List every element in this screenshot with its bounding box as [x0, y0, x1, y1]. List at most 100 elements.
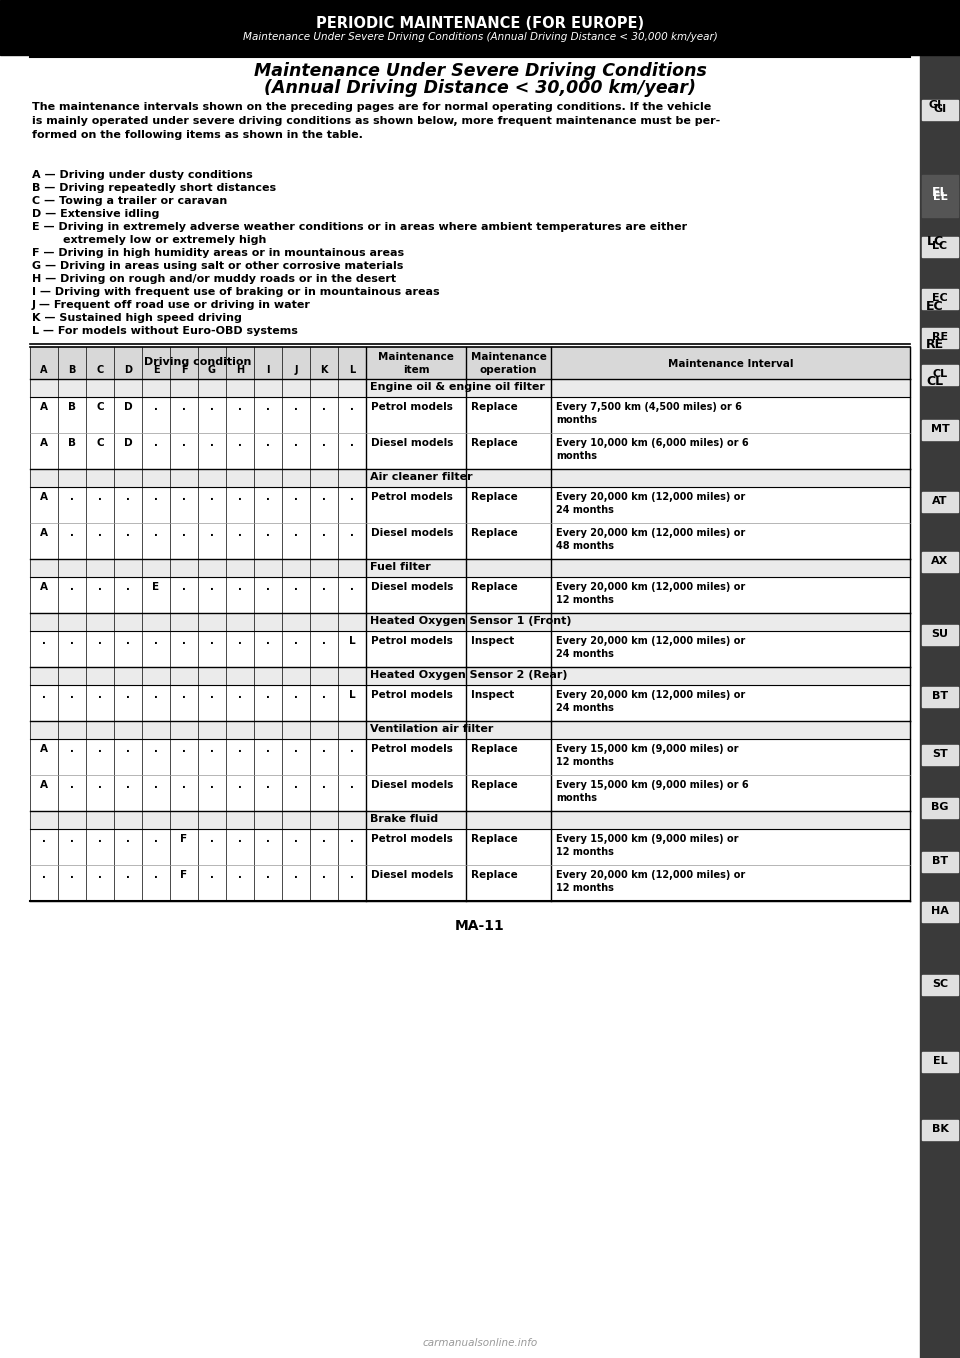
Text: L — For models without Euro-OBD systems: L — For models without Euro-OBD systems — [32, 326, 298, 335]
Text: .: . — [322, 779, 326, 790]
Text: .: . — [70, 583, 74, 592]
Text: Petrol models: Petrol models — [371, 744, 453, 754]
Text: Diesel models: Diesel models — [371, 870, 453, 880]
Text: .: . — [126, 690, 130, 699]
Text: SU: SU — [931, 629, 948, 640]
Text: .: . — [182, 744, 186, 754]
Text: .: . — [98, 779, 102, 790]
Text: .: . — [322, 690, 326, 699]
Text: Every 15,000 km (9,000 miles) or 6
months: Every 15,000 km (9,000 miles) or 6 month… — [556, 779, 749, 803]
Text: .: . — [294, 636, 298, 646]
Bar — [30, 667, 910, 684]
Text: L: L — [348, 690, 355, 699]
Text: .: . — [98, 834, 102, 845]
Text: .: . — [238, 439, 242, 448]
Text: .: . — [210, 439, 214, 448]
Text: .: . — [294, 834, 298, 845]
Text: .: . — [154, 402, 158, 411]
Text: .: . — [126, 636, 130, 646]
Text: F: F — [180, 834, 187, 845]
Text: .: . — [322, 583, 326, 592]
Text: Replace: Replace — [471, 870, 517, 880]
Text: LC: LC — [932, 240, 948, 251]
Text: .: . — [322, 636, 326, 646]
Text: .: . — [210, 779, 214, 790]
Text: .: . — [182, 779, 186, 790]
Text: Every 20,000 km (12,000 miles) or
12 months: Every 20,000 km (12,000 miles) or 12 mon… — [556, 583, 745, 606]
Text: .: . — [266, 779, 270, 790]
Text: .: . — [98, 690, 102, 699]
Text: L: L — [348, 365, 355, 375]
Text: .: . — [322, 528, 326, 538]
Text: K: K — [321, 365, 327, 375]
Text: .: . — [322, 439, 326, 448]
Text: .: . — [350, 834, 354, 845]
Text: B: B — [68, 365, 76, 375]
Text: .: . — [266, 870, 270, 880]
Text: Inspect: Inspect — [471, 636, 515, 646]
Text: .: . — [210, 744, 214, 754]
Text: .: . — [42, 690, 46, 699]
Text: .: . — [238, 779, 242, 790]
Text: .: . — [210, 402, 214, 411]
Text: .: . — [182, 690, 186, 699]
Text: .: . — [182, 528, 186, 538]
Text: .: . — [238, 492, 242, 502]
Text: Replace: Replace — [471, 528, 517, 538]
Text: EL: EL — [932, 186, 948, 200]
Text: A — Driving under dusty conditions: A — Driving under dusty conditions — [32, 170, 252, 181]
Text: .: . — [266, 583, 270, 592]
Text: Heated Oxygen Sensor 2 (Rear): Heated Oxygen Sensor 2 (Rear) — [370, 669, 567, 680]
Bar — [922, 551, 958, 572]
Text: Ventilation air filter: Ventilation air filter — [370, 724, 493, 735]
Text: H — Driving on rough and/or muddy roads or in the desert: H — Driving on rough and/or muddy roads … — [32, 274, 396, 284]
Text: .: . — [238, 528, 242, 538]
Text: MA-11: MA-11 — [455, 919, 505, 933]
Text: .: . — [322, 870, 326, 880]
Text: Every 20,000 km (12,000 miles) or
48 months: Every 20,000 km (12,000 miles) or 48 mon… — [556, 528, 745, 551]
Text: EC: EC — [932, 293, 948, 303]
Text: .: . — [126, 834, 130, 845]
Text: .: . — [210, 690, 214, 699]
Text: Maintenance Under Severe Driving Conditions (Annual Driving Distance < 30,000 km: Maintenance Under Severe Driving Conditi… — [243, 33, 717, 42]
Bar — [920, 0, 960, 1358]
Text: Petrol models: Petrol models — [371, 402, 453, 411]
Text: E — Driving in extremely adverse weather conditions or in areas where ambient te: E — Driving in extremely adverse weather… — [32, 221, 687, 232]
Text: .: . — [154, 870, 158, 880]
Text: .: . — [98, 636, 102, 646]
Text: A: A — [40, 779, 48, 790]
Bar — [922, 492, 958, 512]
Text: .: . — [294, 779, 298, 790]
Text: .: . — [294, 690, 298, 699]
Text: .: . — [126, 744, 130, 754]
Text: Driving condition: Driving condition — [144, 357, 252, 367]
Text: .: . — [238, 402, 242, 411]
Bar — [922, 187, 958, 208]
Text: The maintenance intervals shown on the preceding pages are for normal operating : The maintenance intervals shown on the p… — [32, 102, 720, 140]
Text: .: . — [70, 744, 74, 754]
Text: .: . — [210, 492, 214, 502]
Text: Replace: Replace — [471, 439, 517, 448]
Text: .: . — [322, 744, 326, 754]
Text: .: . — [126, 492, 130, 502]
Text: .: . — [182, 636, 186, 646]
Text: A: A — [40, 365, 48, 375]
Text: Maintenance Interval: Maintenance Interval — [668, 359, 793, 369]
Text: EC: EC — [926, 300, 944, 312]
Text: .: . — [266, 834, 270, 845]
Text: EL: EL — [933, 191, 948, 202]
Text: G: G — [208, 365, 216, 375]
Text: .: . — [126, 870, 130, 880]
Text: .: . — [70, 690, 74, 699]
Text: Maintenance Under Severe Driving Conditions: Maintenance Under Severe Driving Conditi… — [253, 62, 707, 80]
Text: .: . — [70, 870, 74, 880]
Text: GI: GI — [933, 105, 947, 114]
Bar — [30, 379, 910, 397]
Text: Replace: Replace — [471, 583, 517, 592]
Bar — [366, 348, 466, 379]
Text: .: . — [98, 744, 102, 754]
Text: PERIODIC MAINTENANCE (FOR EUROPE): PERIODIC MAINTENANCE (FOR EUROPE) — [316, 16, 644, 31]
Text: C: C — [96, 365, 104, 375]
Text: EL: EL — [933, 1057, 948, 1066]
Text: .: . — [322, 492, 326, 502]
